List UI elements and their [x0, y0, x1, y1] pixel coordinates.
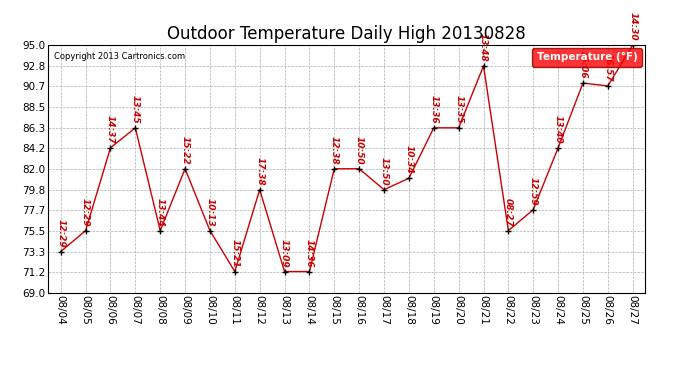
Text: 10:50: 10:50	[355, 136, 364, 165]
Text: 15:22: 15:22	[181, 136, 190, 165]
Text: 08:27: 08:27	[504, 198, 513, 226]
Text: 13:50: 13:50	[380, 157, 388, 186]
Text: 13:45: 13:45	[131, 95, 140, 124]
Text: 15:06: 15:06	[578, 50, 587, 79]
Text: 13:09: 13:09	[280, 239, 289, 267]
Text: 17:38: 17:38	[255, 157, 264, 186]
Legend: Temperature (°F): Temperature (°F)	[532, 48, 642, 66]
Text: 12:38: 12:38	[330, 136, 339, 165]
Text: 13:48: 13:48	[479, 33, 488, 62]
Text: 10:34: 10:34	[404, 146, 413, 174]
Text: 13:36: 13:36	[429, 95, 438, 124]
Text: 12:29: 12:29	[56, 219, 66, 248]
Text: Copyright 2013 Cartronics.com: Copyright 2013 Cartronics.com	[55, 53, 186, 62]
Text: 14:37: 14:37	[106, 115, 115, 144]
Text: 16:57: 16:57	[603, 53, 612, 82]
Text: 15:21: 15:21	[230, 239, 239, 267]
Text: 13:35: 13:35	[454, 95, 463, 124]
Text: 14:30: 14:30	[628, 12, 638, 41]
Text: 14:36: 14:36	[305, 239, 314, 267]
Title: Outdoor Temperature Daily High 20130828: Outdoor Temperature Daily High 20130828	[168, 26, 526, 44]
Text: 10:13: 10:13	[206, 198, 215, 226]
Text: 13:44: 13:44	[156, 198, 165, 226]
Text: 13:40: 13:40	[553, 115, 562, 144]
Text: 12:29: 12:29	[81, 198, 90, 226]
Text: 12:59: 12:59	[529, 177, 538, 206]
